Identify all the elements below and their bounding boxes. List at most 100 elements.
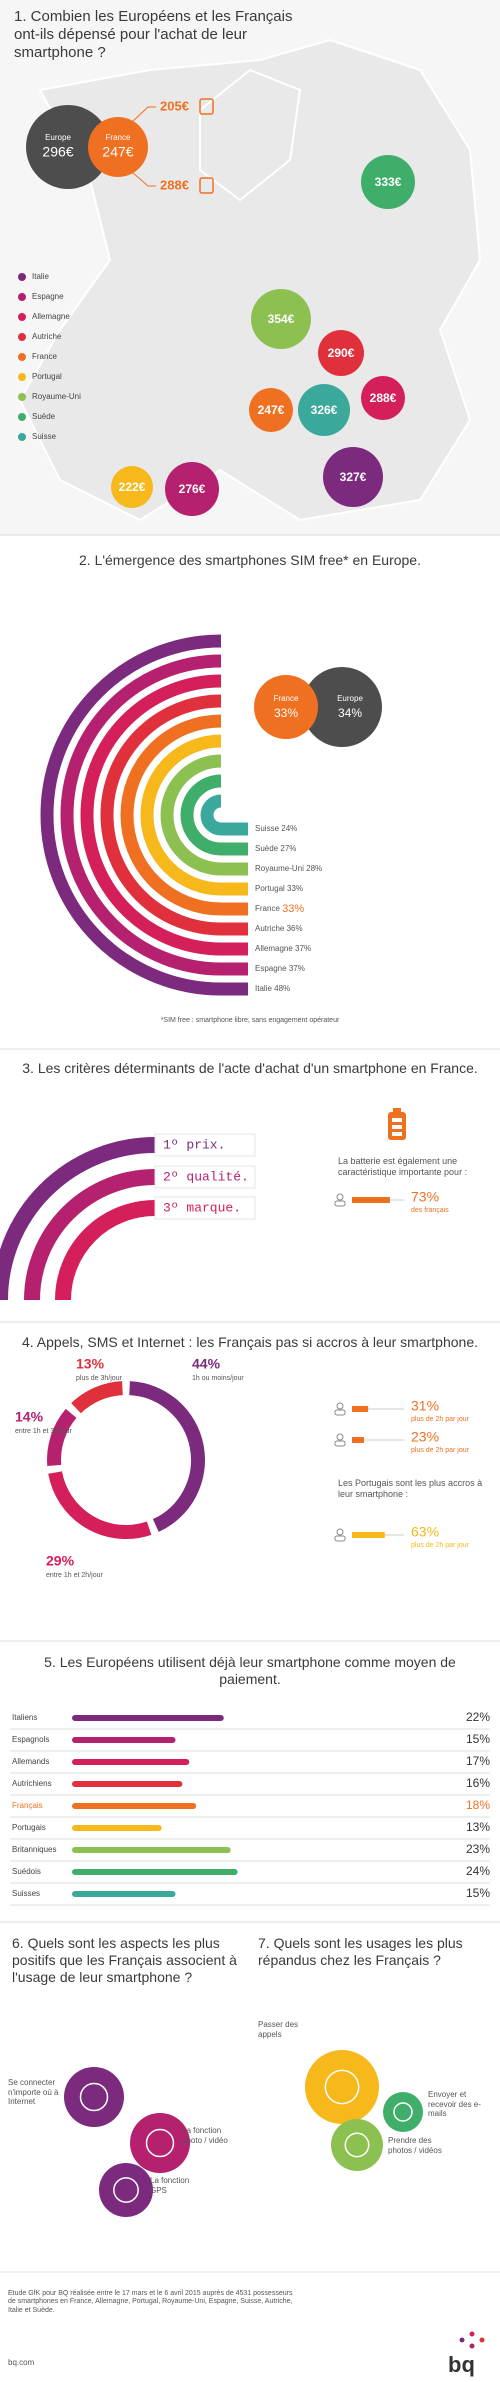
legend-dot <box>18 353 26 361</box>
label: Autrichiens <box>12 1779 52 1788</box>
battery-cap <box>393 1108 401 1113</box>
study-note: Etude GfK pour BQ réalisée entre le 17 m… <box>8 2290 293 2314</box>
item-text: Se connecter n'importe où à Internet <box>8 2078 59 2107</box>
country-label: Royaume-Uni 28% <box>255 864 322 873</box>
country-arc <box>180 774 248 856</box>
section-title: 7. Quels sont les usages les plus répand… <box>258 1935 463 1968</box>
label: 13% <box>466 1820 490 1834</box>
country-arc <box>140 734 248 896</box>
icon <box>199 177 214 194</box>
label: Autriche <box>32 332 62 341</box>
label: 16% <box>466 1776 490 1790</box>
section-title: 1. Combien les Européens et les Français… <box>14 8 293 61</box>
label: 205€ <box>160 98 189 113</box>
person-icon <box>336 1193 344 1201</box>
label: 29% <box>46 1553 75 1569</box>
country-name: Suède <box>255 844 279 853</box>
map-bubble <box>298 384 350 436</box>
icon <box>199 98 214 115</box>
label: 3º marque. <box>163 1200 241 1215</box>
section-title: 5. Les Européens utilisent déjà leur sma… <box>44 1654 456 1687</box>
section-title: 6. Quels sont les aspects les plus posit… <box>12 1935 237 1985</box>
label: entre 1h et 3h/jour <box>15 1428 72 1435</box>
label: Suisse <box>32 432 57 441</box>
label: 296€ <box>42 144 73 160</box>
bar <box>72 1781 183 1787</box>
country-name: Suisse <box>255 824 280 833</box>
donut-segment <box>71 1381 124 1414</box>
country-value: 36% <box>287 924 303 933</box>
usage-circle <box>305 2050 379 2124</box>
country-label: Italie 48% <box>255 984 290 993</box>
label: 290€ <box>328 346 355 360</box>
country-name: France <box>255 904 280 913</box>
label: 276€ <box>179 482 206 496</box>
label: 31% <box>411 1398 439 1414</box>
bubble <box>254 675 318 739</box>
label: 327€ <box>340 470 367 484</box>
section-title: 2. L'émergence des smartphones SIM free*… <box>79 552 421 568</box>
country-value: 37% <box>289 964 305 973</box>
legend-dot <box>18 273 26 281</box>
footnote: *SIM free : smartphone libre, sans engag… <box>160 1017 340 1024</box>
label: 13% <box>76 1356 105 1372</box>
usage-icon <box>324 2069 360 2105</box>
label: Allemands <box>12 1757 49 1766</box>
legend-dot <box>18 433 26 441</box>
usage-icon <box>113 2177 139 2203</box>
item-text: Passer des appels <box>258 2020 299 2039</box>
country-label: Portugal 33% <box>255 884 303 893</box>
label: Espagne <box>32 292 64 301</box>
label: 14% <box>15 1409 44 1425</box>
label: Espagnols <box>12 1735 49 1744</box>
bar <box>72 1803 197 1809</box>
label: Portugal <box>32 372 62 381</box>
usage-circle <box>64 2067 124 2127</box>
country-arc <box>60 654 248 976</box>
donut-segment <box>47 1408 77 1466</box>
country-value: 37% <box>295 944 311 953</box>
person-icon <box>336 1402 344 1410</box>
country-name: Autriche <box>255 924 285 933</box>
map-bubble <box>165 462 219 516</box>
label: Suisses <box>12 1889 40 1898</box>
legend-dot <box>18 313 26 321</box>
map-bubble <box>318 330 364 376</box>
criteria-arc <box>24 1169 156 1301</box>
label: plus de 2h par jour <box>411 1542 470 1549</box>
country-name: Italie <box>255 984 272 993</box>
label: Royaume-Uni <box>32 392 81 401</box>
label: 63% <box>411 1524 439 1540</box>
connector <box>131 171 156 187</box>
person-icon <box>334 1535 346 1542</box>
label: 23% <box>466 1842 490 1856</box>
label: 222€ <box>119 480 146 494</box>
label: Portugais <box>12 1823 46 1832</box>
map-bubble <box>251 289 311 349</box>
country-arc <box>40 634 248 996</box>
legend-dot <box>18 373 26 381</box>
label: 2º qualité. <box>163 1169 249 1184</box>
map-bubble <box>323 447 383 507</box>
country-value: 33% <box>287 884 303 893</box>
country-name: Royaume-Uni <box>255 864 304 873</box>
label: 34% <box>338 706 362 720</box>
bar <box>352 1532 385 1538</box>
bar <box>72 1847 231 1853</box>
criteria-box <box>154 1133 256 1157</box>
country-arc <box>200 794 248 836</box>
label: 1º prix. <box>163 1137 225 1152</box>
country-label: France 33% <box>255 903 304 915</box>
country-value: 33% <box>282 903 304 915</box>
label: Italie <box>32 272 49 281</box>
logo: bq <box>448 2352 475 2377</box>
legend-dot <box>18 333 26 341</box>
map-bubble <box>361 155 415 209</box>
section-title: 4. Appels, SMS et Internet : les Françai… <box>22 1334 478 1350</box>
label: 18% <box>466 1798 490 1812</box>
label: des français <box>411 1207 449 1214</box>
bar <box>72 1759 190 1765</box>
item-text: Envoyer et recevoir des e-mails <box>428 2090 481 2119</box>
usage-circle <box>331 2119 383 2171</box>
